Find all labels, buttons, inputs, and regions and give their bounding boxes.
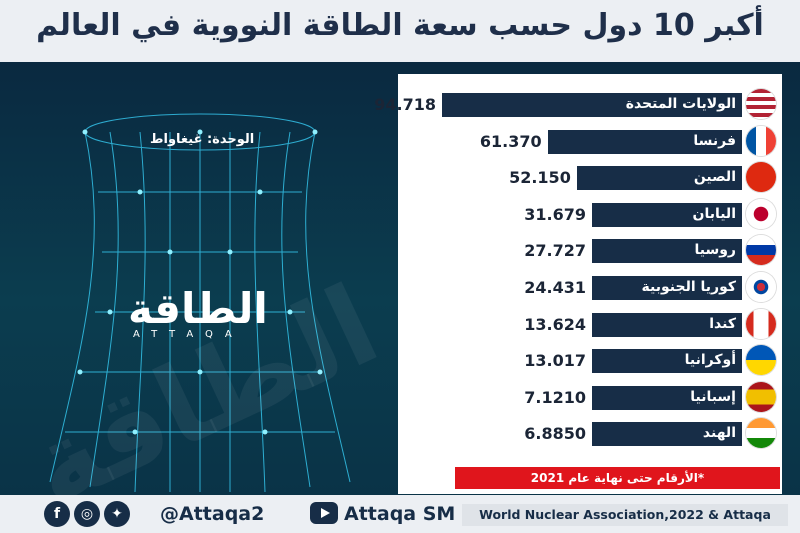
data-label: 94.718 (374, 95, 436, 114)
data-label: 13.624 (524, 314, 586, 334)
bar (592, 202, 742, 227)
brand-logo-latin: ATTAQA (133, 329, 244, 340)
bar (592, 422, 742, 447)
category-label: اليابان (692, 205, 737, 222)
bar-row: كوريا الجنوبية 24.431 (398, 272, 782, 302)
youtube-icon[interactable] (310, 502, 338, 524)
bar (442, 93, 742, 117)
category-label: روسيا (694, 242, 736, 259)
bar (592, 385, 742, 410)
bar-row: الهند 6.8850 (398, 418, 782, 449)
data-label: 7.1210 (524, 387, 586, 407)
youtube-handle[interactable]: Attaqa SM (344, 503, 456, 525)
twitter-icon[interactable]: ✦ (104, 501, 130, 527)
category-label: الهند (702, 425, 736, 442)
bar-row: اليابان 31.679 (398, 198, 782, 229)
bar-row: إسبانيا 7.1210 (398, 381, 782, 412)
spain-flag-icon (746, 381, 776, 412)
japan-flag-icon (746, 198, 776, 229)
russia-flag-icon (746, 235, 776, 266)
data-label: 61.370 (479, 131, 542, 151)
data-label: 6.8850 (524, 424, 586, 444)
bar-row: روسيا 27.727 (398, 235, 782, 266)
south-korea-flag-icon (746, 272, 776, 302)
instagram-icon[interactable]: ◎ (74, 501, 100, 527)
social-icons: f ◎ ✦ (44, 501, 130, 527)
unit-label: الوحدة: غيغاواط (150, 132, 255, 147)
bar-row: الولايات المتحدة 94.718 (374, 89, 782, 119)
data-label: 27.727 (524, 241, 586, 261)
facebook-icon[interactable]: f (44, 501, 70, 527)
category-label: الصين (693, 169, 736, 186)
category-label: فرنسا (693, 132, 736, 149)
footnote: *الأرقام حتى نهاية عام 2021 (455, 467, 780, 489)
cooling-tower-illustration (49, 113, 351, 492)
bar (547, 129, 742, 154)
category-label: أوكرانيا (684, 352, 736, 369)
bar (592, 349, 742, 374)
bar (592, 239, 742, 264)
china-flag-icon (746, 162, 776, 193)
category-label: كوريا الجنوبية (641, 279, 736, 295)
data-label: 13.017 (524, 351, 586, 371)
bar (576, 166, 742, 191)
bar (592, 312, 742, 337)
bar-row: أوكرانيا 13.017 (398, 345, 782, 376)
category-label: إسبانيا (690, 388, 736, 405)
canada-flag-icon (746, 308, 776, 339)
category-label: الولايات المتحدة (625, 96, 736, 112)
footer: f ◎ ✦ @Attaqa2 Attaqa SM World Nuclear A… (0, 495, 800, 533)
brand-logo: الطاقة (128, 284, 268, 333)
bar (592, 276, 742, 300)
us-flag-icon (746, 89, 776, 119)
bar-row: فرنسا 61.370 (398, 125, 782, 156)
data-label: 31.679 (524, 204, 586, 224)
ukraine-flag-icon (746, 345, 776, 376)
category-label: كندا (709, 315, 736, 332)
bar-row: الصين 52.150 (398, 162, 782, 193)
france-flag-icon (746, 125, 776, 156)
chart-title: أكبر 10 دول حسب سعة الطاقة النووية في ال… (36, 8, 764, 43)
india-flag-icon (746, 418, 776, 449)
bar-row: كندا 13.624 (398, 308, 782, 339)
data-label: 52.150 (509, 168, 571, 188)
source-credit: World Nuclear Association,2022 & Attaqa (462, 504, 788, 526)
social-handle[interactable]: @Attaqa2 (160, 503, 265, 525)
data-label: 24.431 (524, 278, 586, 297)
